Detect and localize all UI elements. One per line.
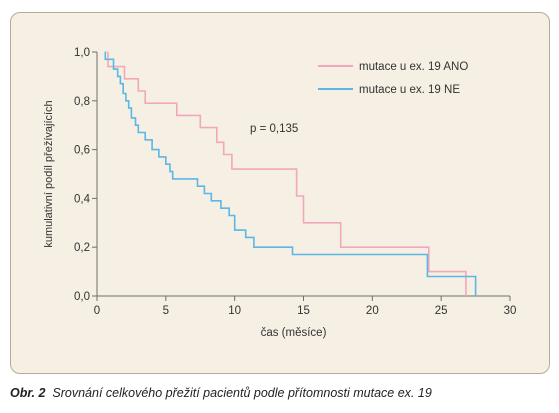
- x-tick-label: 15: [297, 305, 310, 317]
- x-tick-label: 5: [163, 305, 169, 317]
- figure-caption: Obr. 2 Srovnání celkového přežití pacien…: [10, 386, 555, 400]
- y-tick-label: 1,0: [74, 47, 90, 59]
- y-tick-label: 0,2: [74, 242, 90, 254]
- legend-label-ano: mutace u ex. 19 ANO: [359, 61, 468, 73]
- x-tick-label: 10: [228, 305, 241, 317]
- x-axis-label: čas (měsíce): [261, 327, 327, 339]
- y-axis-label: kumulativní podíl přežívajících: [43, 100, 55, 247]
- x-tick-label: 25: [435, 305, 448, 317]
- y-tick-label: 0,6: [74, 145, 90, 157]
- chart-panel: [10, 12, 550, 374]
- caption-label: Obr. 2: [10, 386, 46, 400]
- x-tick-label: 30: [504, 305, 517, 317]
- x-tick-label: 20: [366, 305, 379, 317]
- series-line-ne: [104, 51, 477, 296]
- y-tick-label: 0,4: [74, 193, 91, 205]
- y-tick-label: 0,0: [74, 291, 90, 303]
- caption-text: Srovnání celkového přežití pacientů podl…: [52, 386, 432, 400]
- p-value-annotation: p = 0,135: [250, 123, 298, 135]
- y-tick-label: 0,8: [74, 96, 90, 108]
- x-tick-label: 0: [94, 305, 100, 317]
- legend-label-ne: mutace u ex. 19 NE: [359, 84, 460, 96]
- series-line-ano: [107, 51, 467, 296]
